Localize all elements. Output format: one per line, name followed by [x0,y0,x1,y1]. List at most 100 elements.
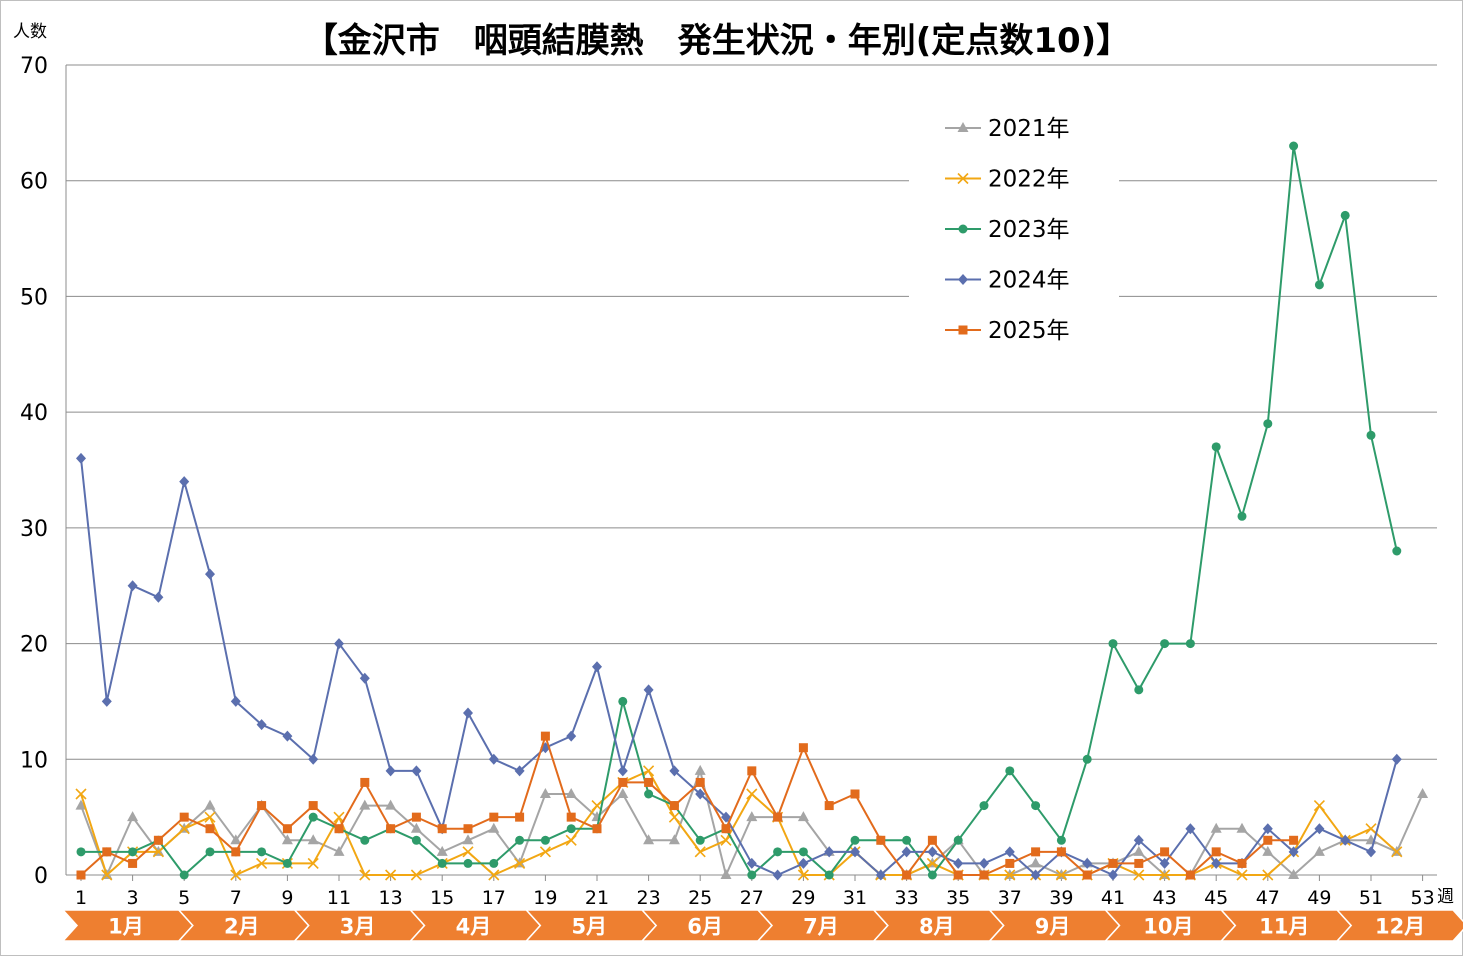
data-point [824,801,834,811]
month-band: 1月 2月 3月 4月 5月 6月 7月 8月 9月 10月 11月 12月 [61,909,1463,942]
data-point [1159,857,1170,869]
data-point [1004,869,1016,881]
data-point [1262,845,1274,856]
x-tick-label: 17 [482,887,506,909]
data-point [617,765,628,777]
data-point [102,847,112,857]
legend-label: 2023年 [988,217,1070,243]
data-point [747,766,757,776]
data-point [515,835,525,845]
data-point [360,777,370,787]
month-label: 11月 [1259,915,1309,939]
data-point [437,858,447,868]
data-point [411,765,422,777]
data-point [1288,846,1299,858]
month-label: 9月 [1035,915,1071,939]
x-tick-label: 19 [533,887,557,909]
x-tick-label: 3 [127,887,139,909]
data-point [979,870,989,880]
data-point [1366,846,1376,858]
data-point [824,870,834,880]
data-point [772,869,783,881]
data-point [256,719,267,731]
month-label: 7月 [803,915,839,939]
x-tick-labels: 1 3 5 7 9 11 13 15 17 19 21 23 25 27 29 31 33 35 37 39 41 43 4… [75,875,1435,909]
data-point [1314,280,1324,290]
data-point [1237,511,1247,521]
data-point [953,835,963,845]
data-point [179,476,190,488]
x-tick-label: 41 [1101,887,1125,909]
data-point [1108,858,1118,868]
data-point [1289,141,1299,151]
data-point [644,789,654,799]
data-point [1263,419,1273,429]
data-point [668,811,680,823]
data-point [1340,210,1350,220]
data-point [179,812,189,822]
legend-swatch-marker [958,224,968,234]
month-label: 10月 [1143,915,1193,939]
data-point [514,857,526,869]
data-point [204,799,216,810]
y-tick-label: 60 [20,170,48,195]
data-point [128,858,138,868]
y-axis-label: 人数 [13,22,47,42]
month-label: 8月 [919,915,955,939]
data-point [359,869,371,881]
data-point [256,857,268,869]
data-point [669,765,680,777]
data-point [1262,869,1274,881]
data-point [282,824,292,834]
month-label: 3月 [340,915,376,939]
legend-swatch-marker [958,274,968,285]
data-point [1108,869,1118,881]
data-point [797,869,809,881]
data-point [798,857,809,869]
x-tick-label: 23 [637,887,661,909]
data-point [463,707,473,719]
data-point [694,764,706,775]
data-point [411,812,421,822]
data-point [643,834,655,845]
data-point [1313,800,1325,812]
legend-box [909,101,1119,356]
data-point [127,580,138,592]
data-point [76,870,86,880]
data-point [668,834,680,845]
data-point [1313,845,1325,856]
data-point [257,801,267,811]
data-point [359,672,370,684]
data-point [566,824,576,834]
data-point [565,788,577,798]
data-point [179,870,189,880]
x-axis-label: 週 [1437,887,1454,907]
data-point [1417,788,1429,798]
data-point [334,824,344,834]
data-point [1082,870,1092,880]
data-point [540,835,550,845]
x-tick-label: 37 [998,887,1022,909]
data-point [1133,834,1144,846]
series-2025年 [76,731,1299,880]
x-tick-label: 35 [946,887,970,909]
data-point [282,858,292,868]
data-point [1133,869,1145,881]
data-point [385,869,397,881]
data-point [539,788,551,798]
legend-swatch-marker [957,172,969,185]
data-point [75,788,87,800]
data-point [746,788,758,800]
data-point [436,845,448,856]
data-point [1289,835,1299,845]
legend: 2021年 2022年 2023年 2024年 2025年 [909,101,1119,356]
data-point [386,824,396,834]
month-label: 2月 [224,915,260,939]
data-point [797,811,809,822]
data-point [927,835,937,845]
x-tick-label: 47 [1256,887,1280,909]
data-point [953,870,963,880]
data-point [308,812,318,822]
data-point [953,857,964,869]
